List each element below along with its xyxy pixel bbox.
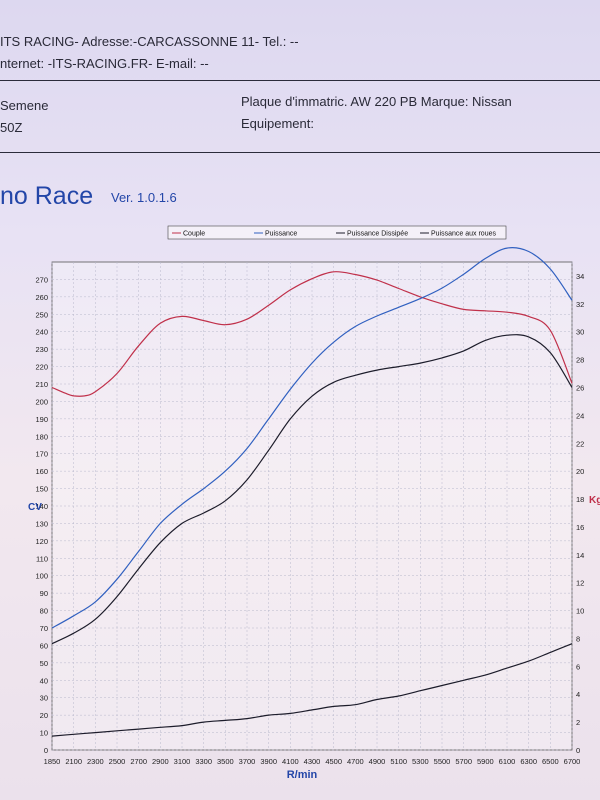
y-left-tick-label: 10 [40, 729, 48, 738]
x-tick-label: 4100 [282, 757, 299, 766]
x-tick-label: 2900 [152, 757, 169, 766]
y-left-tick-label: 100 [35, 572, 48, 581]
client-name: Semene [0, 98, 49, 113]
x-tick-label: 2500 [109, 757, 126, 766]
y-right-tick-label: 26 [576, 383, 584, 392]
vehicle-code: 50Z [0, 120, 23, 135]
legend-entry: Puissance Dissipée [347, 231, 408, 238]
series-line-couple [51, 271, 573, 397]
y-left-tick-label: 180 [35, 432, 48, 441]
y-right-axis-label: Kg [589, 495, 600, 506]
series-line-puissance-aux-roues [51, 334, 573, 645]
y-right-tick-label: 2 [576, 718, 580, 727]
x-tick-label: 6300 [520, 757, 537, 766]
x-tick-label: 3500 [217, 757, 234, 766]
x-tick-label: 4500 [325, 757, 342, 766]
chart-series [51, 247, 573, 737]
y-left-tick-label: 60 [40, 641, 48, 650]
y-left-tick-label: 50 [40, 659, 48, 668]
y-right-tick-label: 18 [576, 495, 584, 504]
x-tick-label: 5500 [434, 757, 451, 766]
x-tick-label: 2300 [87, 757, 104, 766]
y-left-tick-label: 110 [36, 554, 48, 563]
plate-and-brand: Plaque d'immatric. AW 220 PB Marque: Nis… [241, 94, 512, 109]
x-tick-label: 5100 [390, 757, 407, 766]
y-left-tick-label: 230 [35, 345, 48, 354]
y-left-tick-label: 20 [40, 711, 48, 720]
y-left-axis-label: CV [28, 502, 42, 513]
dyno-chart: Couple Puissance Puissance Dissipée Puissan… [28, 225, 600, 781]
chart-axes: 1850 2100 2300 2500 2700 2900 3100 3300 3500 3700… [35, 272, 584, 766]
x-tick-label: 6700 [564, 757, 581, 766]
y-right-tick-label: 24 [576, 411, 584, 420]
y-right-tick-label: 16 [576, 523, 584, 532]
x-tick-label: 5900 [477, 757, 494, 766]
y-right-tick-label: 14 [576, 551, 584, 560]
y-left-tick-label: 0 [44, 746, 48, 755]
y-left-tick-label: 160 [35, 467, 48, 476]
y-left-tick-label: 210 [35, 380, 48, 389]
y-left-tick-label: 200 [35, 397, 48, 406]
x-tick-label: 4300 [304, 757, 321, 766]
x-tick-label: 5300 [412, 757, 429, 766]
y-right-tick-label: 34 [576, 272, 584, 281]
y-left-tick-label: 70 [40, 624, 48, 633]
y-right-tick-label: 12 [576, 579, 584, 588]
y-left-tick-label: 140 [35, 502, 48, 511]
y-right-tick-label: 22 [576, 439, 584, 448]
x-tick-label: 2100 [65, 757, 82, 766]
x-axis-label: R/min [287, 769, 318, 781]
y-left-tick-label: 250 [35, 310, 48, 319]
y-left-tick-label: 40 [40, 676, 48, 685]
y-left-tick-label: 150 [35, 485, 48, 494]
x-tick-label: 2700 [130, 757, 147, 766]
y-left-tick-label: 170 [35, 450, 48, 459]
app-version: Ver. 1.0.1.6 [111, 190, 177, 205]
equipment-label: Equipement: [241, 116, 314, 131]
company-line: ITS RACING- Adresse:-CARCASSONNE 11- Tel… [0, 34, 299, 49]
app-title: no Race [0, 182, 94, 210]
series-line-puissance [51, 247, 573, 629]
report-header: ITS RACING- Adresse:-CARCASSONNE 11- Tel… [0, 0, 600, 160]
y-right-tick-label: 30 [576, 328, 584, 337]
y-left-tick-label: 190 [35, 415, 48, 424]
x-tick-label: 4700 [347, 757, 364, 766]
x-tick-label: 1850 [44, 757, 61, 766]
y-right-tick-label: 8 [576, 634, 580, 643]
legend-entry: Couple [183, 231, 205, 238]
x-tick-label: 3100 [174, 757, 191, 766]
y-left-tick-label: 220 [35, 363, 48, 372]
chart-grid [51, 261, 573, 751]
x-tick-label: 3300 [195, 757, 212, 766]
y-left-tick-label: 120 [35, 537, 48, 546]
y-left-tick-label: 130 [35, 519, 48, 528]
y-right-tick-label: 28 [576, 356, 584, 365]
y-left-tick-label: 30 [40, 694, 48, 703]
x-tick-label: 4900 [369, 757, 386, 766]
legend-entry: Puissance aux roues [431, 231, 496, 238]
y-left-tick-label: 240 [35, 328, 48, 337]
chart-legend: Couple Puissance Puissance Dissipée Puissan… [167, 225, 507, 240]
x-tick-label: 6500 [542, 757, 559, 766]
y-right-tick-label: 32 [576, 300, 584, 309]
x-tick-label: 3700 [239, 757, 256, 766]
y-right-tick-label: 10 [576, 607, 584, 616]
y-right-tick-label: 20 [576, 467, 584, 476]
series-line-puissance-dissip-e [51, 643, 573, 737]
internet-line: nternet: -ITS-RACING.FR- E-mail: -- [0, 56, 209, 71]
legend-entry: Puissance [265, 231, 297, 238]
x-tick-label: 6100 [499, 757, 516, 766]
y-right-tick-label: 0 [576, 746, 580, 755]
y-left-tick-label: 80 [40, 607, 48, 616]
y-left-tick-label: 90 [40, 589, 48, 598]
y-left-tick-label: 270 [35, 275, 48, 284]
x-tick-label: 5700 [455, 757, 472, 766]
y-right-tick-label: 4 [576, 690, 580, 699]
header-divider-bottom [0, 152, 600, 153]
y-right-tick-label: 6 [576, 662, 580, 671]
x-tick-label: 3900 [260, 757, 277, 766]
y-left-tick-label: 260 [35, 293, 48, 302]
chart-labels: R/min CV Kg [28, 495, 600, 781]
header-divider-top [0, 80, 600, 81]
